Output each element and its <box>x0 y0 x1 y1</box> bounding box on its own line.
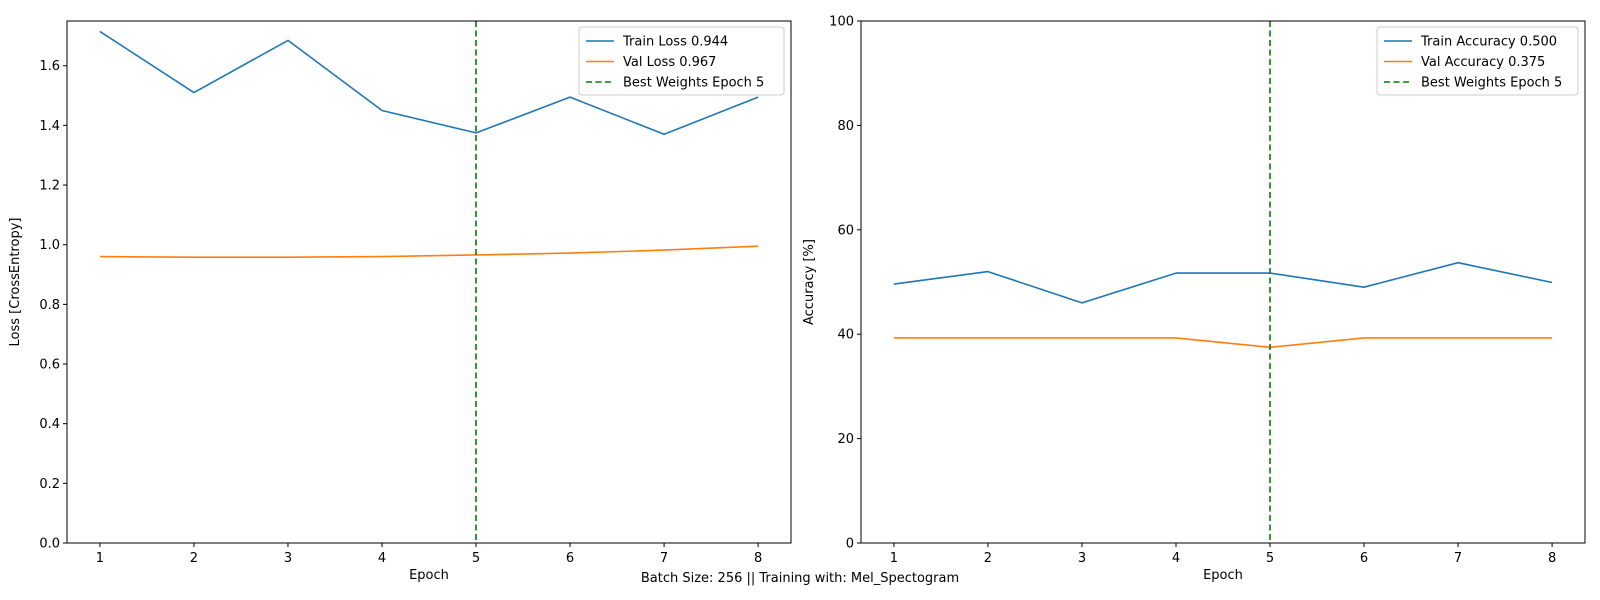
y-tick-label: 1.0 <box>39 238 60 253</box>
legend-label: Val Loss 0.967 <box>623 55 716 70</box>
x-tick-label: 2 <box>190 551 198 566</box>
x-tick-label: 6 <box>1360 551 1368 566</box>
legend-label: Train Accuracy 0.500 <box>1420 35 1557 50</box>
axes-frame <box>860 20 1586 544</box>
y-tick-label: 40 <box>837 328 854 343</box>
legend-label: Train Loss 0.944 <box>622 35 728 50</box>
y-tick-label: 60 <box>837 223 854 238</box>
y-axis-label: Accuracy [%] <box>802 239 817 325</box>
y-tick-label: 0.0 <box>39 537 60 552</box>
y-tick-label: 0.2 <box>39 477 60 492</box>
chart-panel-1: 0.0 0.2 0.4 0.6 0.8 1.0 1.2 1.4 1.6 1 2 3 4 5 6 7 8 Epoch… <box>8 20 792 583</box>
y-tick-label: 0.8 <box>39 298 60 313</box>
axes-frame <box>66 20 792 544</box>
legend-label: Val Accuracy 0.375 <box>1421 55 1545 70</box>
x-tick-label: 1 <box>890 551 898 566</box>
legend-label: Best Weights Epoch 5 <box>1421 76 1562 91</box>
y-axis-label: Loss [CrossEntropy] <box>8 218 23 347</box>
y-tick-label: 1.6 <box>39 59 60 74</box>
y-tick-label: 80 <box>837 119 854 134</box>
y-tick-label: 0.6 <box>39 358 60 373</box>
x-tick-label: 1 <box>96 551 104 566</box>
x-tick-label: 3 <box>284 551 292 566</box>
legend-box <box>1376 26 1579 96</box>
chart-panel-2: 0 20 40 60 80 100 1 2 3 4 5 6 7 8 Epoch Accuracy [%] Tra… <box>802 15 1586 583</box>
x-tick-label: 5 <box>1266 551 1274 566</box>
x-axis-label: Epoch <box>409 568 449 583</box>
x-tick-label: 8 <box>754 551 762 566</box>
legend-box <box>578 26 785 96</box>
series-line-2 <box>893 337 1553 349</box>
series-line-1 <box>893 261 1553 304</box>
x-tick-label: 7 <box>660 551 668 566</box>
x-tick-label: 4 <box>378 551 386 566</box>
figure-footer: Batch Size: 256 || Training with: Mel_Sp… <box>641 571 959 586</box>
x-tick-label: 4 <box>1172 551 1180 566</box>
x-tick-label: 2 <box>984 551 992 566</box>
x-tick-label: 3 <box>1078 551 1086 566</box>
y-tick-label: 0.4 <box>39 417 60 432</box>
series-line-1 <box>99 30 759 136</box>
x-tick-label: 5 <box>472 551 480 566</box>
y-tick-label: 100 <box>829 15 854 30</box>
y-tick-label: 0 <box>846 537 854 552</box>
y-tick-label: 1.4 <box>39 119 60 134</box>
x-tick-label: 8 <box>1548 551 1556 566</box>
y-tick-label: 1.2 <box>39 179 60 194</box>
series-line-2 <box>99 245 759 259</box>
y-tick-label: 20 <box>837 432 854 447</box>
legend-label: Best Weights Epoch 5 <box>623 76 764 91</box>
x-axis-label: Epoch <box>1203 568 1243 583</box>
x-tick-label: 7 <box>1454 551 1462 566</box>
x-tick-label: 6 <box>566 551 574 566</box>
